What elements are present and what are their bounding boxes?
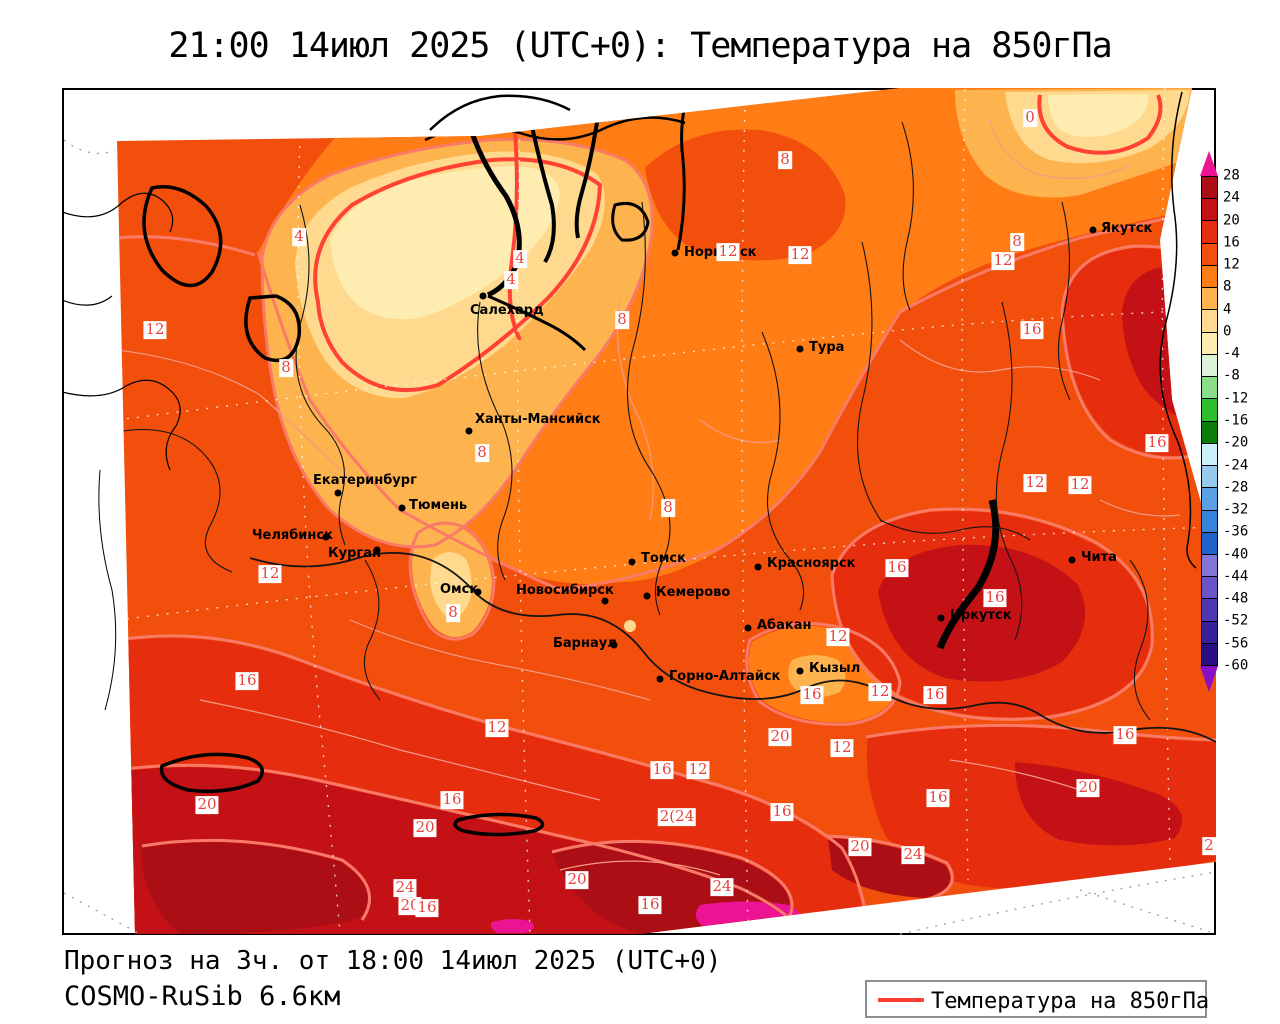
colorbar-tick-label: -40 (1223, 546, 1249, 563)
coastlines-margin (62, 91, 1197, 711)
colorbar-tick-label: -4 (1223, 345, 1240, 362)
colorbar-cell (1202, 421, 1217, 444)
contour-lines-main (313, 94, 1163, 393)
colorbar-tick-label: -44 (1223, 568, 1249, 585)
colorbar-tick-label: -28 (1223, 479, 1249, 496)
colorbar-tick-label: -20 (1223, 434, 1249, 451)
colorbar-tick-label: 12 (1223, 256, 1240, 273)
colorbar-tick-label: 4 (1223, 301, 1232, 318)
colorbar-cell (1202, 399, 1217, 422)
colorbar-tick-label: 0 (1223, 323, 1232, 340)
colorbar-tick-label: 20 (1223, 212, 1240, 229)
colorbar-cell (1202, 354, 1217, 378)
temperature-field (117, 88, 1216, 934)
colorbar-tick-label: 8 (1223, 279, 1232, 296)
legend-line-sample (878, 998, 924, 1002)
colorbar-cell (1202, 443, 1217, 467)
colorbar-tick-label: -24 (1223, 457, 1249, 474)
colorbar-cell (1202, 488, 1217, 511)
colorbar-cell (1202, 288, 1217, 311)
colorbar-cell (1202, 532, 1217, 555)
colorbar-cell (1202, 599, 1217, 622)
graticule-margin (63, 139, 1216, 935)
colorbar-tick-label: 16 (1223, 234, 1240, 251)
colorbar-over-arrow (1200, 151, 1218, 176)
colorbar-tick-label: -56 (1223, 635, 1249, 652)
colorbar-cell (1202, 199, 1217, 222)
page-title: 21:00 14июл 2025 (UTC+0): Температура на… (168, 26, 1112, 66)
graticule-map (117, 88, 1216, 934)
colorbar-cell (1202, 310, 1217, 333)
legend-box: Температура на 850гПа (865, 980, 1210, 1018)
colorbar-tick-label: -12 (1223, 390, 1249, 407)
colorbar-tick-label: -8 (1223, 368, 1240, 385)
colorbar-cell (1202, 265, 1217, 289)
colorbar-cell (1202, 466, 1217, 489)
colorbar-tick-label: 28 (1223, 167, 1240, 184)
colorbar-cell (1202, 377, 1217, 400)
colorbar-cell (1202, 621, 1217, 644)
colorbar-under-arrow (1200, 666, 1218, 692)
map-canvas (62, 88, 1216, 935)
forecast-info: Прогноз на 3ч. от 18:00 14июл 2025 (UTC+… (64, 946, 722, 976)
legend-label: Температура на 850гПа (931, 989, 1210, 1014)
colorbar-cell (1202, 554, 1217, 578)
colorbar-tick-label: -16 (1223, 412, 1249, 429)
colorbar-cell (1202, 177, 1217, 200)
colorbar-tick-label: -36 (1223, 523, 1249, 540)
colorbar (1201, 176, 1218, 666)
colorbar-tick-label: -60 (1223, 657, 1249, 674)
colorbar-tick-label: -48 (1223, 590, 1249, 607)
colorbar-cell (1202, 643, 1217, 666)
coastlines-on-field (159, 94, 1000, 837)
colorbar-cell (1202, 332, 1217, 355)
colorbar-cell (1202, 510, 1217, 533)
colorbar-cell (1202, 221, 1217, 244)
colorbar-tick-label: -52 (1223, 613, 1249, 630)
colorbar-cell (1202, 243, 1217, 266)
colorbar-cell (1202, 577, 1217, 600)
colorbar-tick-label: -32 (1223, 501, 1249, 518)
colorbar-tick-label: 24 (1223, 189, 1240, 206)
contour-lines-thin (117, 119, 1181, 876)
model-info: COSMO-RuSib 6.6км (64, 981, 341, 1012)
